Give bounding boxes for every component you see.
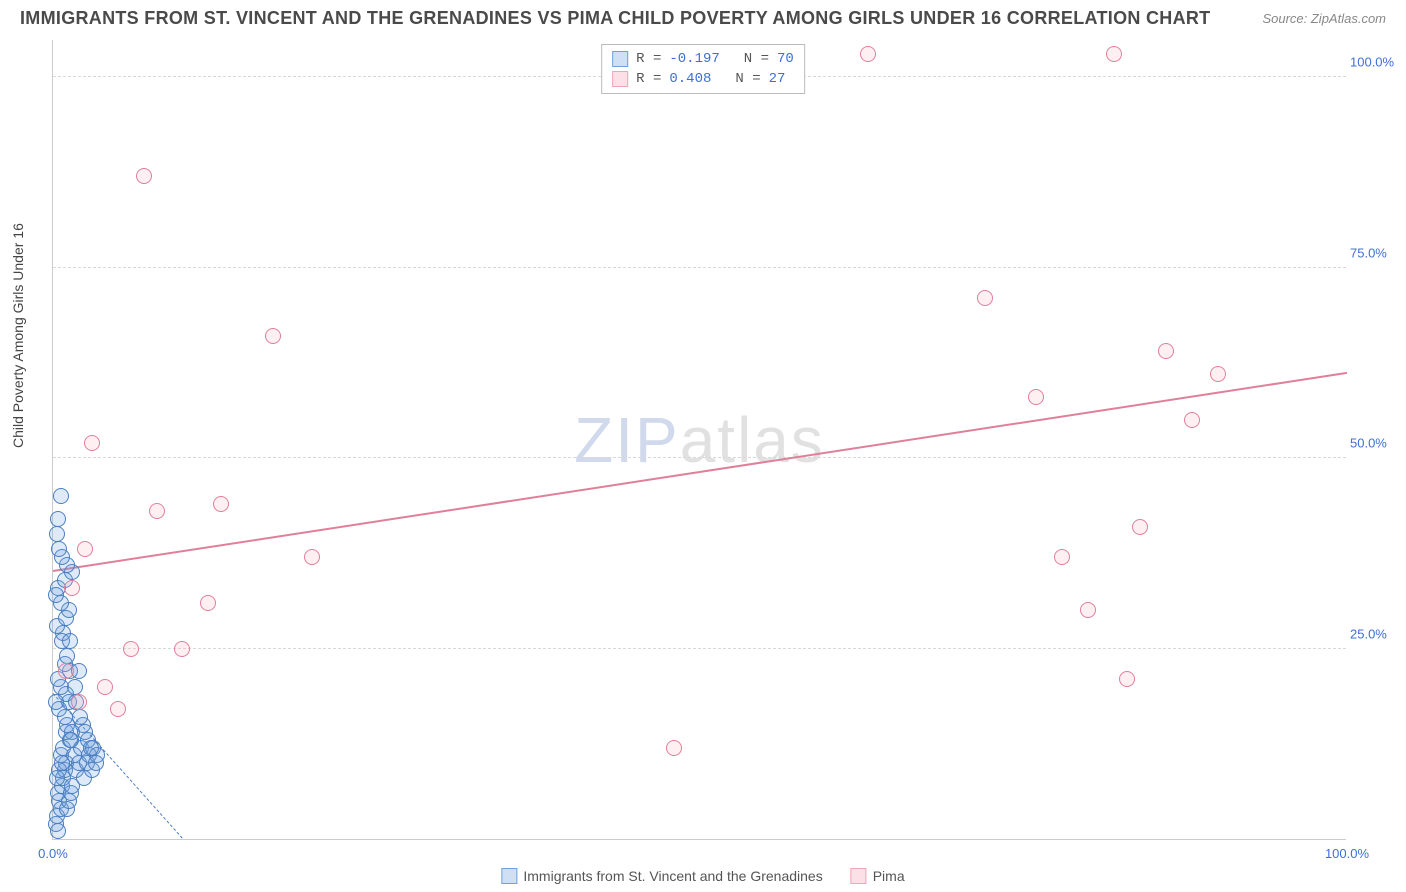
data-point	[51, 541, 67, 557]
data-point	[71, 694, 87, 710]
data-point	[84, 435, 100, 451]
data-point	[1132, 519, 1148, 535]
legend-swatch	[612, 71, 628, 87]
watermark: ZIPatlas	[574, 403, 825, 477]
legend-row: R = 0.408 N = 27	[612, 69, 794, 89]
x-tick-label: 100.0%	[1325, 846, 1369, 861]
correlation-legend: R = -0.197 N = 70 R = 0.408 N = 27	[601, 44, 805, 94]
data-point	[64, 580, 80, 596]
data-point	[53, 488, 69, 504]
y-tick-label: 75.0%	[1350, 245, 1402, 260]
trend-line	[53, 372, 1347, 572]
data-point	[1210, 366, 1226, 382]
legend-item: Pima	[851, 868, 905, 884]
data-point	[50, 823, 66, 839]
x-tick-label: 0.0%	[38, 846, 68, 861]
scatter-chart: ZIPatlas 25.0%50.0%75.0%100.0%0.0%100.0%	[52, 40, 1346, 840]
data-point	[860, 46, 876, 62]
gridline	[53, 457, 1346, 458]
data-point	[48, 694, 64, 710]
gridline	[53, 267, 1346, 268]
series-legend: Immigrants from St. Vincent and the Gren…	[501, 868, 904, 884]
data-point	[77, 724, 93, 740]
legend-swatch	[501, 868, 517, 884]
data-point	[49, 526, 65, 542]
data-point	[136, 168, 152, 184]
data-point	[1158, 343, 1174, 359]
data-point	[50, 511, 66, 527]
legend-item: Immigrants from St. Vincent and the Gren…	[501, 868, 822, 884]
data-point	[67, 679, 83, 695]
data-point	[77, 541, 93, 557]
data-point	[1106, 46, 1122, 62]
data-point	[174, 641, 190, 657]
y-axis-label: Child Poverty Among Girls Under 16	[10, 223, 26, 448]
data-point	[1028, 389, 1044, 405]
data-point	[149, 503, 165, 519]
data-point	[48, 587, 64, 603]
data-point	[1054, 549, 1070, 565]
legend-swatch	[851, 868, 867, 884]
data-point	[304, 549, 320, 565]
data-point	[97, 679, 113, 695]
data-point	[1080, 602, 1096, 618]
legend-swatch	[612, 51, 628, 67]
data-point	[123, 641, 139, 657]
chart-header: IMMIGRANTS FROM ST. VINCENT AND THE GREN…	[20, 8, 1386, 29]
legend-row: R = -0.197 N = 70	[612, 49, 794, 69]
data-point	[83, 740, 99, 756]
data-point	[110, 701, 126, 717]
y-tick-label: 50.0%	[1350, 436, 1402, 451]
data-point	[666, 740, 682, 756]
data-point	[1184, 412, 1200, 428]
gridline	[53, 648, 1346, 649]
y-tick-label: 100.0%	[1350, 55, 1402, 70]
data-point	[200, 595, 216, 611]
source-label: Source: ZipAtlas.com	[1262, 11, 1386, 26]
data-point	[1119, 671, 1135, 687]
data-point	[88, 755, 104, 771]
data-point	[265, 328, 281, 344]
data-point	[58, 663, 74, 679]
data-point	[977, 290, 993, 306]
y-tick-label: 25.0%	[1350, 626, 1402, 641]
data-point	[72, 709, 88, 725]
data-point	[59, 648, 75, 664]
data-point	[62, 633, 78, 649]
chart-title: IMMIGRANTS FROM ST. VINCENT AND THE GREN…	[20, 8, 1210, 29]
data-point	[213, 496, 229, 512]
